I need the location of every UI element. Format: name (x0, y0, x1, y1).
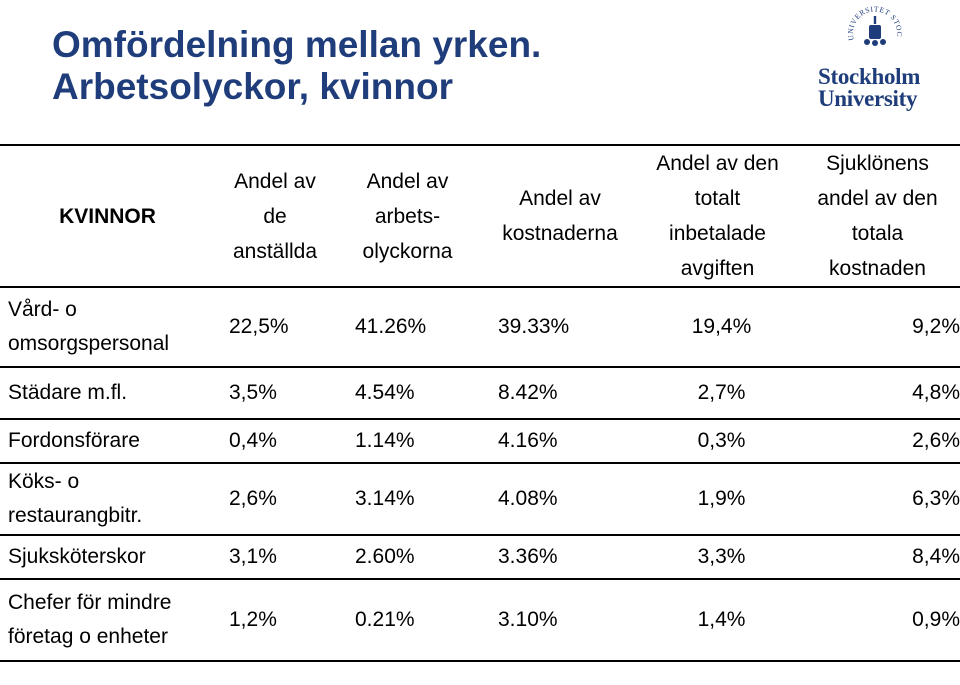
title-line-1: Omfördelning mellan yrken. (52, 24, 542, 65)
cell-value: 39.33% (480, 287, 640, 368)
cell-value: 8,4% (795, 535, 960, 580)
header-line: kostnaden (829, 257, 926, 280)
header-line: Andel av den (656, 152, 779, 175)
cell-value: 19,4% (640, 287, 795, 368)
row-label: Sjuksköterskor (0, 535, 215, 580)
header-line: avgiften (680, 257, 755, 280)
cell-value: 0,4% (215, 419, 335, 464)
header-line: olyckorna (362, 239, 453, 263)
column-header-1: Andel av de anställda (215, 144, 335, 288)
row-label-line: företag o enheter (8, 625, 168, 648)
row-label: Fordonsförare (0, 419, 215, 464)
row-label: Chefer för mindre företag o enheter (0, 579, 215, 662)
column-header-4: Andel av den totalt inbetalade avgiften (640, 144, 795, 288)
header-line: arbets- (374, 204, 441, 228)
row-label-line: Vård- o (8, 298, 77, 321)
table-row: Vård- o omsorgspersonal 22,5% 41.26% 39.33% 1… (0, 287, 960, 368)
table-row: Chefer för mindre företag o enheter 1,2% 0.… (0, 579, 960, 662)
stockholm-university-seal-logo: UNIVERSITET STOCKHOLMS (836, 4, 903, 46)
row-label-line: Sjuksköterskor (8, 545, 146, 568)
header-line: Sjuklönens (826, 152, 929, 175)
title-line-2: Arbetsolyckor, kvinnor (52, 66, 453, 107)
header-line: Andel av (366, 169, 449, 193)
row-label-line: Städare m.fl. (8, 381, 128, 404)
row-label: Städare m.fl. (0, 367, 215, 420)
wordmark-line-2: University (818, 86, 918, 111)
cell-value: 4.08% (480, 463, 640, 536)
column-header-2: Andel av arbets-olyckorna (335, 144, 480, 288)
cell-value: 9,2% (795, 287, 960, 368)
cell-value: 41.26% (335, 287, 480, 368)
cell-value: 2.60% (335, 535, 480, 580)
row-label: Köks- o restaurangbitr. (0, 463, 215, 536)
cell-value: 6,3% (795, 463, 960, 536)
table-row: Köks- o restaurangbitr. 2,6% 3.14% 4.08% 1,9%… (0, 463, 960, 536)
header-line: totala (851, 222, 904, 245)
slide-title: Omfördelning mellan yrken. Arbetsolyckor… (52, 24, 541, 108)
cell-value: 3,5% (215, 367, 335, 420)
cell-value: 22,5% (215, 287, 335, 368)
cell-value: 3.10% (480, 579, 640, 662)
header-line: Andel av (519, 187, 601, 210)
cell-value: 8.42% (480, 367, 640, 420)
table-body: Vård- o omsorgspersonal 22,5% 41.26% 39.33% 1… (0, 287, 960, 662)
row-label-line: restaurangbitr. (8, 504, 143, 527)
cell-value: 4,8% (795, 367, 960, 420)
cell-value: 1.14% (335, 419, 480, 464)
cell-value: 3.36% (480, 535, 640, 580)
header-line: Andel av (234, 169, 316, 193)
cell-value: 3.14% (335, 463, 480, 536)
cell-value: 1,4% (640, 579, 795, 662)
cell-value: 4.54% (335, 367, 480, 420)
row-label: Vård- o omsorgspersonal (0, 287, 215, 368)
cell-value: 4.16% (480, 419, 640, 464)
header-line: kostnaderna (502, 222, 618, 245)
university-wordmark: Stockholm University (818, 64, 948, 111)
cell-value: 3,3% (640, 535, 795, 580)
header-line: andel av den (817, 187, 938, 210)
row-label-line: Fordonsförare (8, 429, 140, 452)
header-row: KVINNOR Andel av de anställda Andel av arbet… (0, 144, 960, 288)
table-row: Fordonsförare 0,4% 1.14% 4.16% 0,3% 2,6% (0, 419, 960, 464)
row-label-line: Chefer för mindre (8, 591, 172, 614)
header-line: inbetalade (669, 222, 766, 245)
cell-value: 1,9% (640, 463, 795, 536)
cell-value: 2,7% (640, 367, 795, 420)
cell-value: 0.21% (335, 579, 480, 662)
table-row: Sjuksköterskor 3,1% 2.60% 3.36% 3,3% 8,4% (0, 535, 960, 580)
header-line: de (263, 204, 287, 228)
cell-value: 1,2% (215, 579, 335, 662)
cell-value: 0,3% (640, 419, 795, 464)
cell-value: 0,9% (795, 579, 960, 662)
header-line: totalt (694, 187, 741, 210)
row-label-line: omsorgspersonal (8, 332, 170, 355)
table-row: Städare m.fl. 3,5% 4.54% 8.42% 2,7% 4,8% (0, 367, 960, 420)
occupation-table: KVINNOR Andel av de anställda Andel av arbet… (0, 144, 960, 662)
corner-header: KVINNOR (0, 144, 215, 288)
cell-value: 2,6% (795, 419, 960, 464)
row-label-line: Köks- o (8, 470, 80, 493)
column-header-3: Andel av kostnaderna (480, 144, 640, 288)
wordmark-line-1: Stockholm (818, 64, 921, 89)
cell-value: 2,6% (215, 463, 335, 536)
column-header-5: Sjuklönens andel av den totala kostnaden (795, 144, 960, 288)
header-line: anställda (232, 239, 318, 263)
cell-value: 3,1% (215, 535, 335, 580)
